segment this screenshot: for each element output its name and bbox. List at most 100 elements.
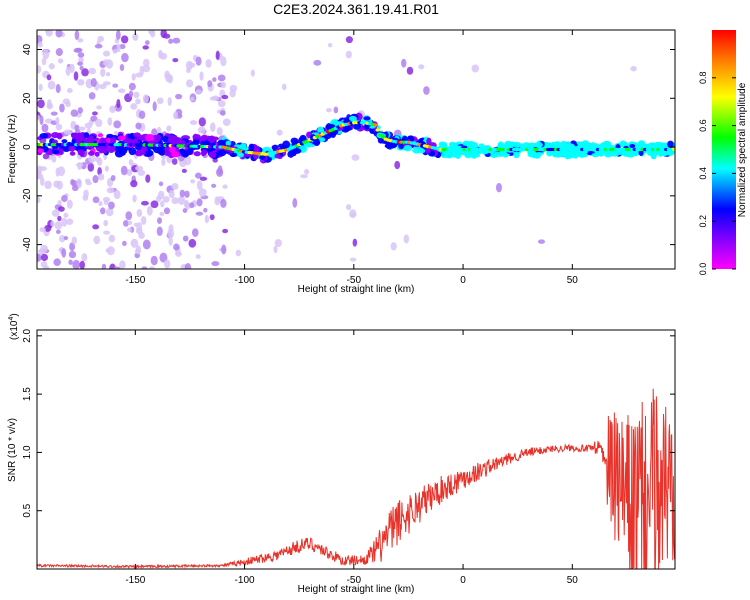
heatmap-cell bbox=[37, 253, 42, 262]
heatmap-cell bbox=[61, 248, 67, 258]
heatmap-cell bbox=[66, 88, 73, 93]
heatmap-cell bbox=[90, 77, 97, 87]
heatmap-cell bbox=[423, 86, 430, 95]
heatmap-cell bbox=[217, 165, 223, 175]
heatmap-cell bbox=[173, 111, 179, 120]
heatmap-cell bbox=[313, 59, 322, 66]
snr-x-tick-label: 50 bbox=[567, 575, 579, 586]
heatmap-cell bbox=[51, 209, 60, 217]
colorbar-tick-label: 0.0 bbox=[698, 263, 708, 276]
heatmap-cell bbox=[212, 158, 218, 163]
heatmap-cell bbox=[114, 149, 124, 158]
heatmap-cell bbox=[73, 48, 82, 53]
heatmap-cell bbox=[292, 197, 298, 208]
spectrogram-x-tick-label: 50 bbox=[567, 275, 579, 286]
heatmap-cell bbox=[135, 98, 141, 105]
heatmap-cell bbox=[215, 50, 220, 60]
heatmap-cell bbox=[75, 133, 82, 140]
heatmap-cell bbox=[74, 30, 80, 41]
heatmap-cell bbox=[229, 152, 238, 157]
heatmap-cell bbox=[217, 100, 226, 108]
spectrogram-frame bbox=[36, 29, 676, 270]
colorbar-gradient bbox=[712, 30, 736, 269]
heatmap-cell bbox=[203, 207, 208, 213]
colorbar-ticks: 0.0 0.2 0.4 0.6 0.8 bbox=[698, 72, 736, 276]
heatmap-cell bbox=[47, 99, 52, 108]
heatmap-cell bbox=[70, 109, 79, 117]
heatmap-cell bbox=[98, 173, 105, 181]
heatmap-cell bbox=[37, 173, 44, 180]
heatmap-cell bbox=[133, 132, 141, 138]
heatmap-cell bbox=[109, 105, 116, 114]
heatmap-cell bbox=[637, 140, 646, 149]
heatmap-cell bbox=[39, 166, 47, 171]
heatmap-cell bbox=[127, 227, 133, 232]
heatmap-cell bbox=[179, 139, 186, 145]
heatmap-cell bbox=[128, 82, 136, 91]
heatmap-cell bbox=[195, 211, 204, 216]
heatmap-cell bbox=[198, 188, 207, 197]
heatmap-cell bbox=[191, 228, 199, 237]
heatmap-cell bbox=[171, 151, 180, 158]
heatmap-cell bbox=[92, 175, 99, 184]
heatmap-cell bbox=[94, 151, 100, 157]
heatmap-cell bbox=[103, 199, 109, 205]
heatmap-cell bbox=[58, 206, 65, 212]
heatmap-cell bbox=[103, 219, 109, 227]
heatmap-cell bbox=[109, 137, 117, 144]
heatmap-cell bbox=[55, 123, 63, 131]
heatmap-cell bbox=[68, 145, 76, 152]
heatmap-cell bbox=[444, 150, 452, 156]
heatmap-cell bbox=[352, 238, 358, 247]
heatmap-cell bbox=[112, 83, 119, 88]
spectrogram-y-tick-label: 0 bbox=[22, 144, 33, 150]
heatmap-cell bbox=[69, 242, 76, 252]
heatmap-cell bbox=[162, 135, 169, 143]
heatmap-cell bbox=[63, 212, 69, 218]
heatmap-cell bbox=[156, 97, 164, 105]
colorbar-tick-label: 0.4 bbox=[698, 167, 708, 180]
heatmap-cell bbox=[58, 234, 66, 243]
heatmap-cell bbox=[195, 56, 202, 66]
heatmap-cell bbox=[55, 48, 63, 57]
heatmap-cell bbox=[140, 200, 149, 206]
heatmap-cell bbox=[513, 141, 521, 148]
heatmap-cell bbox=[163, 196, 170, 203]
heatmap-cell bbox=[99, 207, 106, 215]
snr-x-tick-label: -100 bbox=[235, 575, 255, 586]
heatmap-cell bbox=[57, 200, 62, 206]
heatmap-cell bbox=[39, 115, 44, 125]
heatmap-cell bbox=[236, 152, 245, 158]
heatmap-cell bbox=[134, 248, 141, 254]
heatmap-cell bbox=[377, 137, 384, 144]
heatmap-cell bbox=[128, 147, 137, 156]
heatmap-cell bbox=[87, 151, 95, 156]
heatmap-cell bbox=[160, 200, 165, 208]
heatmap-cell bbox=[130, 238, 139, 248]
heatmap-cell bbox=[188, 238, 197, 248]
heatmap-cell bbox=[281, 83, 287, 91]
heatmap-cell bbox=[69, 63, 75, 73]
heatmap-ridge-cell bbox=[671, 147, 675, 152]
heatmap-cell bbox=[467, 141, 476, 147]
heatmap-cell bbox=[192, 133, 201, 140]
svg-text:(x104): (x104) bbox=[8, 313, 20, 340]
heatmap-cell bbox=[193, 151, 201, 157]
heatmap-cell bbox=[222, 184, 228, 189]
heatmap-cell bbox=[326, 107, 332, 113]
heatmap-cell bbox=[189, 202, 195, 209]
heatmap-cell bbox=[53, 258, 61, 266]
heatmap-cell bbox=[166, 125, 172, 132]
spectrogram-y-tick-label: 20 bbox=[22, 92, 33, 104]
heatmap-cell bbox=[158, 181, 164, 187]
heatmap-cell bbox=[68, 250, 77, 259]
colorbar: 0.0 0.2 0.4 0.6 0.8 Normalized spectral ampl… bbox=[698, 30, 748, 275]
heatmap-cell bbox=[182, 152, 189, 158]
heatmap-ridge-cell bbox=[375, 128, 381, 132]
heatmap-cell bbox=[182, 208, 188, 214]
heatmap-cell bbox=[650, 151, 657, 160]
spectrogram-heatmap bbox=[37, 30, 675, 269]
heatmap-cell bbox=[496, 182, 502, 193]
heatmap-cell bbox=[73, 71, 79, 81]
heatmap-cell bbox=[610, 152, 619, 157]
